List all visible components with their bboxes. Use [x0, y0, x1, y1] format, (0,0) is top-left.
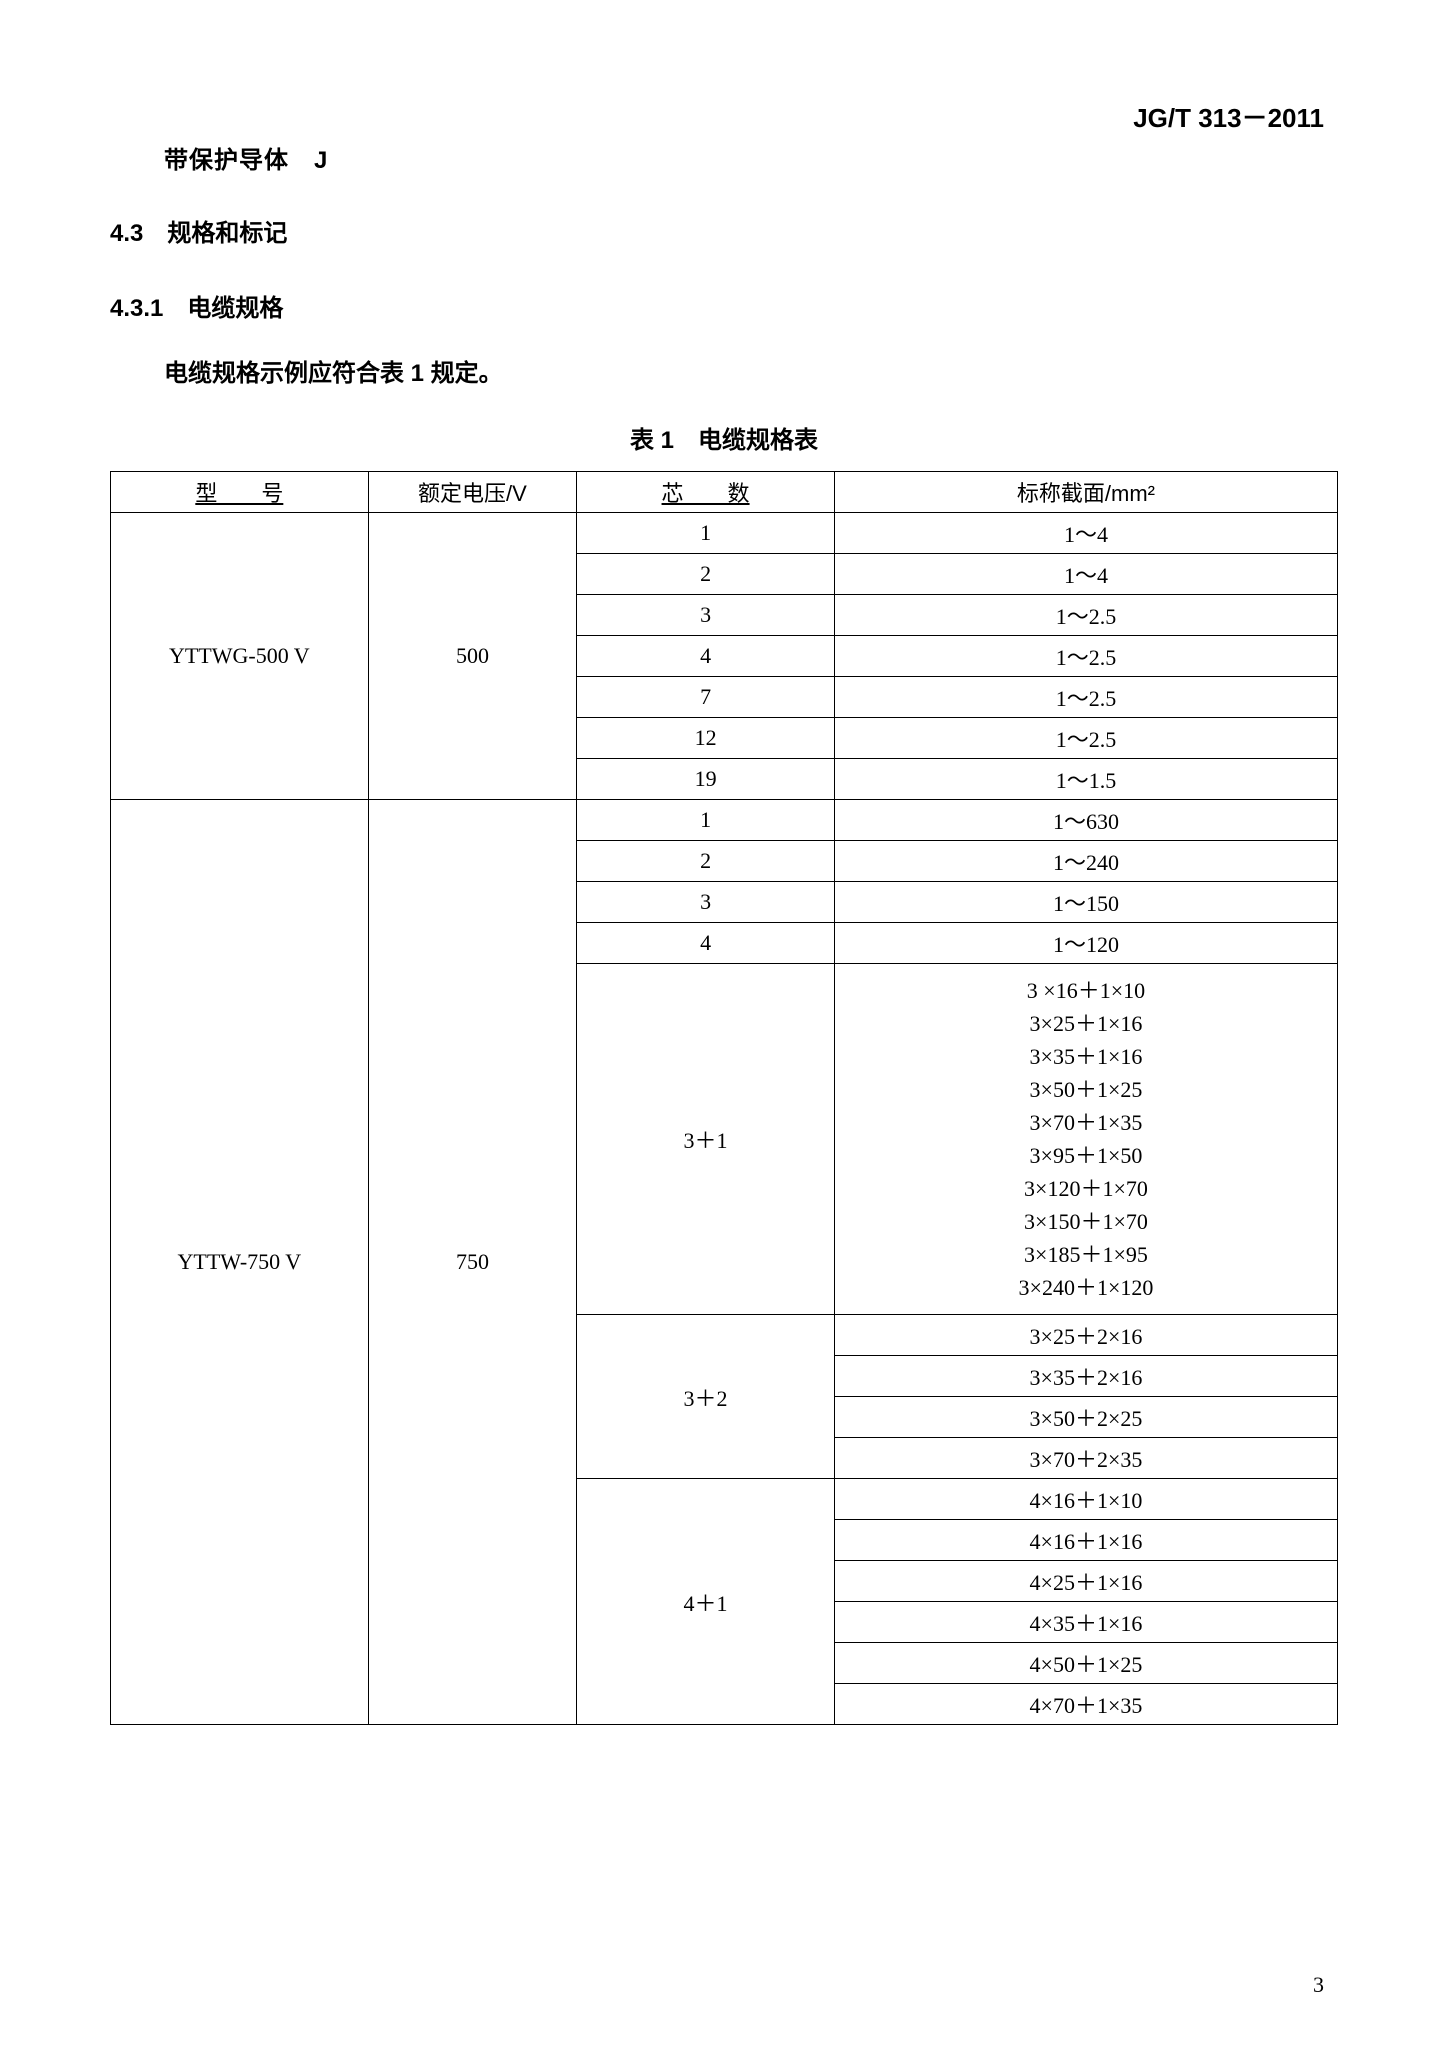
cell-cores: 3 [577, 595, 835, 636]
heading-4-3: 4.3 规格和标记 [110, 213, 1338, 248]
cell-section: 1～2.5 [834, 677, 1337, 718]
cell-cores: 12 [577, 718, 835, 759]
cell-cores: 1 [577, 800, 835, 841]
text-line-protective-conductor: 带保护导体 J [164, 140, 1338, 175]
cell-section: 4×70＋1×35 [834, 1684, 1337, 1725]
cell-section: 4×35＋1×16 [834, 1602, 1337, 1643]
cell-model: YTTWG-500 V [111, 513, 369, 800]
cell-section: 1～150 [834, 882, 1337, 923]
cell-model: YTTW-750 V [111, 800, 369, 1725]
th-cores: 芯 数 [577, 472, 835, 513]
page-number: 3 [1313, 1972, 1324, 1998]
cell-cores: 19 [577, 759, 835, 800]
table-header-row: 型 号 额定电压/V 芯 数 标称截面/mm² [111, 472, 1338, 513]
table-caption: 表 1 电缆规格表 [110, 420, 1338, 455]
cell-section: 3 ×16＋1×103×25＋1×163×35＋1×163×50＋1×253×7… [834, 964, 1337, 1315]
cell-voltage: 750 [368, 800, 577, 1725]
cell-cores: 3 [577, 882, 835, 923]
cell-section: 4×25＋1×16 [834, 1561, 1337, 1602]
cell-cores: 1 [577, 513, 835, 554]
cell-cores: 4＋1 [577, 1479, 835, 1725]
cell-voltage: 500 [368, 513, 577, 800]
cell-section: 3×25＋2×16 [834, 1315, 1337, 1356]
cell-section: 1～2.5 [834, 595, 1337, 636]
cell-cores: 4 [577, 636, 835, 677]
cell-section: 1～2.5 [834, 636, 1337, 677]
standard-code: JG/T 313－2011 [1133, 98, 1324, 135]
cell-section: 1～4 [834, 513, 1337, 554]
cell-section: 3×50＋2×25 [834, 1397, 1337, 1438]
cell-section: 1～1.5 [834, 759, 1337, 800]
heading-4-3-1: 4.3.1 电缆规格 [110, 288, 1338, 323]
cell-section: 3×70＋2×35 [834, 1438, 1337, 1479]
cell-section: 4×16＋1×16 [834, 1520, 1337, 1561]
cell-section: 1～240 [834, 841, 1337, 882]
cell-cores: 3＋2 [577, 1315, 835, 1479]
cell-section: 4×16＋1×10 [834, 1479, 1337, 1520]
cell-section: 1～630 [834, 800, 1337, 841]
cell-cores: 4 [577, 923, 835, 964]
cell-cores: 2 [577, 554, 835, 595]
cell-section: 1～4 [834, 554, 1337, 595]
cell-section: 4×50＋1×25 [834, 1643, 1337, 1684]
cell-cores: 7 [577, 677, 835, 718]
cell-section: 3×35＋2×16 [834, 1356, 1337, 1397]
cell-section: 1～120 [834, 923, 1337, 964]
th-voltage: 额定电压/V [368, 472, 577, 513]
cell-cores: 3＋1 [577, 964, 835, 1315]
cell-section: 1～2.5 [834, 718, 1337, 759]
cable-spec-table: 型 号 额定电压/V 芯 数 标称截面/mm² YTTWG-500 V50011… [110, 471, 1338, 1725]
cell-cores: 2 [577, 841, 835, 882]
th-section: 标称截面/mm² [834, 472, 1337, 513]
th-model: 型 号 [111, 472, 369, 513]
body-text: 电缆规格示例应符合表 1 规定。 [164, 353, 1338, 388]
table-row: YTTWG-500 V50011～4 [111, 513, 1338, 554]
table-row: YTTW-750 V75011～630 [111, 800, 1338, 841]
